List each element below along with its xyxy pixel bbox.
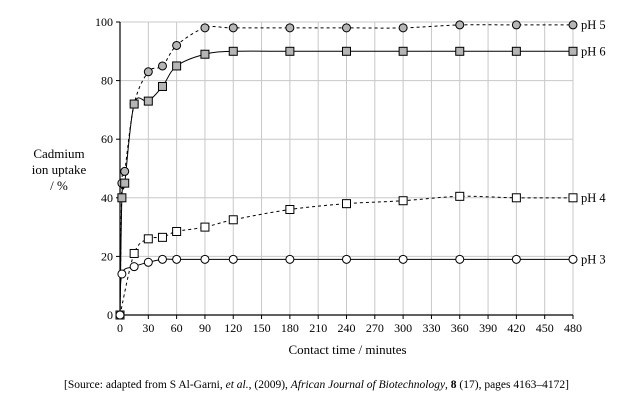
x-tick-label: 360: [451, 321, 469, 335]
data-point-ph3: [342, 254, 351, 264]
data-point-ph5: [143, 67, 153, 77]
data-point-ph5: [398, 23, 408, 33]
grid: [119, 21, 574, 316]
y-axis-label-line-3: / %: [50, 178, 68, 193]
data-point-ph5: [200, 23, 210, 33]
x-tick-label: 60: [171, 321, 183, 335]
x-tick-label: 390: [479, 321, 497, 335]
y-axis-label: Cadmium ion uptake / %: [10, 146, 108, 194]
y-tick-label: 20: [101, 249, 113, 263]
data-point-ph4: [129, 248, 139, 258]
series-labels: pH 5 pH 6 pH 4 pH 3: [581, 18, 606, 266]
source-journal: African Journal of Biotechnology: [290, 379, 446, 391]
data-point-ph3: [129, 262, 139, 272]
x-tick-label: 480: [564, 321, 582, 335]
data-point-ph4: [455, 191, 465, 201]
y-tick-label: 40: [101, 191, 113, 205]
data-point-ph6: [172, 61, 182, 71]
y-tick-label: 100: [95, 15, 113, 29]
y-tick-label: 0: [107, 308, 113, 322]
series-label-ph4: pH 4: [581, 191, 606, 205]
x-tick-label: 300: [394, 321, 412, 335]
x-tick-label: 420: [507, 321, 525, 335]
series-label-ph5: pH 5: [581, 18, 606, 32]
x-tick-label: 270: [366, 321, 384, 335]
data-point-ph5: [455, 20, 465, 30]
data-point-ph4: [342, 199, 351, 209]
data-point-ph6: [511, 46, 521, 56]
x-tick-label: 120: [224, 321, 242, 335]
x-tick-label: 90: [199, 321, 211, 335]
data-point-ph4: [200, 222, 210, 232]
data-point-ph3: [511, 254, 521, 264]
data-point-ph4: [398, 196, 408, 206]
data-point-ph4: [568, 193, 578, 203]
data-point-ph3: [285, 254, 295, 264]
data-point-ph6: [157, 81, 167, 91]
series-label-ph3: pH 3: [581, 252, 606, 266]
tick-labels: 0 30 60 90 120 150 180 210 240 270 300 330 360 390 420…: [95, 15, 582, 335]
data-point-ph5: [511, 20, 521, 30]
y-axis-label-line-2: ion uptake: [31, 162, 87, 177]
data-point-ph6: [342, 46, 351, 56]
x-tick-label: 30: [142, 321, 154, 335]
data-point-ph5: [568, 20, 578, 30]
source-mid: , (2009),: [248, 379, 291, 391]
x-tick-label: 210: [309, 321, 327, 335]
data-point-ph5: [120, 166, 130, 176]
data-point-ph4: [143, 234, 153, 244]
data-point-ph3: [200, 254, 210, 264]
data-point-ph3: [455, 254, 465, 264]
data-point-ph3: [115, 310, 125, 320]
data-point-ph6: [398, 46, 408, 56]
source-suffix: (17), pages 4163–4172]: [456, 379, 569, 391]
x-tick-label: 330: [422, 321, 440, 335]
y-axis-label-line-1: Cadmium: [33, 146, 85, 161]
data-point-ph4: [511, 193, 521, 203]
x-tick-label: 180: [281, 321, 299, 335]
x-tick-label: 450: [536, 321, 554, 335]
data-point-ph3: [157, 254, 167, 264]
x-tick-label: 240: [338, 321, 356, 335]
data-point-ph4: [157, 232, 167, 242]
source-sep: ,: [445, 379, 451, 391]
data-point-ph3: [172, 254, 182, 264]
series-label-ph6: pH 6: [581, 44, 606, 58]
data-point-ph6: [129, 99, 139, 109]
data-point-ph6: [228, 46, 238, 56]
data-point-ph4: [172, 226, 182, 236]
y-tick-label: 60: [101, 132, 113, 146]
data-point-ph4: [285, 205, 295, 215]
x-axis-label: Contact time / minutes: [288, 342, 407, 357]
source-etal: et al.: [225, 379, 249, 391]
x-tick-label: 0: [117, 321, 123, 335]
data-point-ph3: [117, 269, 127, 279]
data-point-ph5: [342, 23, 351, 33]
data-point-ph5: [285, 23, 295, 33]
source-citation: [Source: adapted from S Al-Garni, et al.…: [0, 379, 633, 391]
data-point-ph6: [568, 46, 578, 56]
data-point-ph3: [398, 254, 408, 264]
data-point-ph5: [228, 23, 238, 33]
data-point-ph3: [228, 254, 238, 264]
data-point-ph3: [568, 254, 578, 264]
x-tick-label: 150: [253, 321, 271, 335]
data-point-ph6: [120, 178, 130, 188]
axes: [116, 21, 574, 319]
series-markers: [115, 20, 578, 320]
data-point-ph6: [455, 46, 465, 56]
data-point-ph6: [200, 49, 210, 59]
y-tick-label: 80: [101, 74, 113, 88]
data-point-ph5: [157, 61, 167, 71]
data-point-ph3: [143, 257, 153, 267]
data-point-ph6: [285, 46, 295, 56]
source-volume: 8: [450, 379, 457, 391]
source-prefix: [Source: adapted from S Al-Garni,: [64, 379, 226, 391]
data-point-ph6: [143, 96, 153, 106]
data-point-ph4: [228, 215, 238, 225]
data-point-ph6: [117, 193, 127, 203]
data-point-ph5: [172, 40, 182, 50]
